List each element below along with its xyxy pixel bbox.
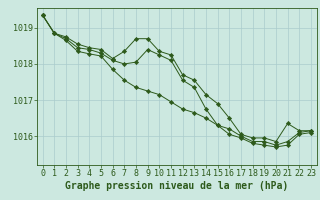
X-axis label: Graphe pression niveau de la mer (hPa): Graphe pression niveau de la mer (hPa) (65, 181, 288, 191)
